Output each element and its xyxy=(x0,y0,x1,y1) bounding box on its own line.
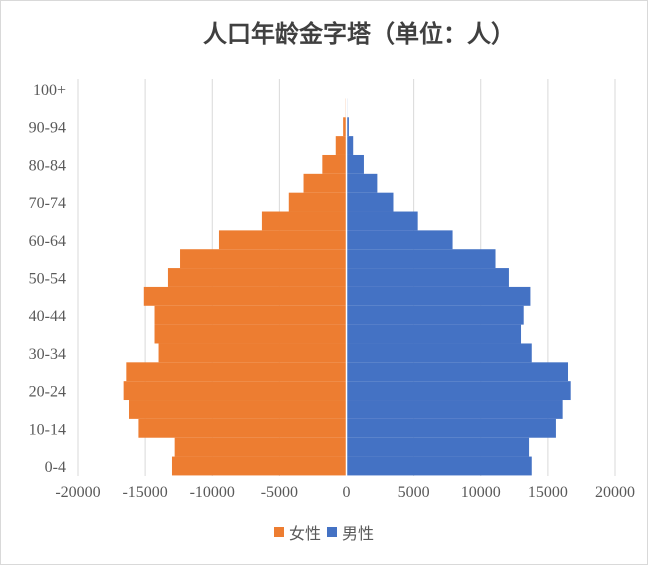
bar-female-55-59 xyxy=(180,249,347,269)
bar-female-60-64 xyxy=(218,230,347,250)
bars xyxy=(123,79,571,476)
x-tick-label-8: 20000 xyxy=(595,484,635,501)
y-tick-label-20-24: 20-24 xyxy=(29,384,66,401)
bar-female-10-14 xyxy=(138,418,347,438)
bar-female-5-9 xyxy=(174,437,347,457)
bar-male-65-69 xyxy=(346,211,418,231)
bar-female-15-19 xyxy=(129,400,347,419)
bar-male-10-14 xyxy=(346,418,556,438)
legend-label-female: 女性 xyxy=(288,524,321,543)
bar-male-25-29 xyxy=(346,362,569,382)
x-tick-label-2: -10000 xyxy=(190,484,235,501)
x-tick-labels: -20000 -15000 -10000 -5000 0 5000 10000 15000 20… xyxy=(55,484,635,501)
x-tick-label-3: -5000 xyxy=(261,484,298,501)
y-tick-labels: 0-4 10-14 20-24 30-34 40-44 50-54 60-64 70-74 80… xyxy=(29,82,66,476)
bar-female-90-94 xyxy=(343,117,347,137)
bar-male-85-89 xyxy=(346,136,354,155)
bar-male-90-94 xyxy=(346,117,349,137)
bar-female-85-89 xyxy=(335,136,347,155)
bar-female-30-34 xyxy=(158,343,347,363)
bar-female-45-49 xyxy=(143,286,347,306)
bar-male-80-84 xyxy=(346,154,364,174)
bar-female-70-74 xyxy=(288,192,347,212)
y-tick-label-90-94: 90-94 xyxy=(29,120,66,137)
bar-female-75-79 xyxy=(303,173,347,193)
y-tick-label-80-84: 80-84 xyxy=(29,157,66,174)
legend: 女性 男性 xyxy=(0,520,648,544)
chart-title: 人口年龄金字塔（单位：人） xyxy=(203,19,515,48)
bar-male-55-59 xyxy=(346,249,496,269)
bar-male-70-74 xyxy=(346,192,394,212)
y-tick-label-40-44: 40-44 xyxy=(29,308,66,325)
bar-female-40-44 xyxy=(154,305,347,325)
y-tick-label-70-74: 70-74 xyxy=(29,195,66,212)
y-tick-label-60-64: 60-64 xyxy=(29,233,66,250)
bar-male-30-34 xyxy=(346,343,532,363)
bar-female-20-24 xyxy=(123,381,347,401)
bar-male-40-44 xyxy=(346,305,524,325)
x-tick-label-6: 10000 xyxy=(461,484,501,501)
x-tick-label-1: -15000 xyxy=(122,484,167,501)
y-tick-label-50-54: 50-54 xyxy=(29,271,66,288)
x-tick-label-4: 0 xyxy=(343,484,351,501)
x-tick-label-5: 5000 xyxy=(398,484,430,501)
y-tick-label-30-34: 30-34 xyxy=(29,346,66,363)
y-tick-label-0-4: 0-4 xyxy=(45,459,66,476)
y-tick-label-10-14: 10-14 xyxy=(29,421,66,438)
x-tick-label-7: 15000 xyxy=(528,484,568,501)
legend-swatch-female xyxy=(273,527,284,537)
bar-male-35-39 xyxy=(346,324,522,344)
bar-female-65-69 xyxy=(261,211,347,231)
y-tick-label-100+: 100+ xyxy=(33,82,66,99)
bar-female-0-4 xyxy=(171,456,347,476)
legend-label-male: 男性 xyxy=(342,524,375,543)
bar-male-75-79 xyxy=(346,173,378,193)
bar-male-15-19 xyxy=(346,400,563,419)
bar-male-45-49 xyxy=(346,286,531,306)
bar-female-35-39 xyxy=(154,324,347,344)
x-tick-label-0: -20000 xyxy=(55,484,100,501)
bar-male-20-24 xyxy=(346,381,571,401)
bar-female-50-54 xyxy=(167,268,347,287)
bar-female-25-29 xyxy=(126,362,347,382)
bar-male-5-9 xyxy=(346,437,530,457)
legend-swatch-male xyxy=(327,527,337,537)
bar-male-60-64 xyxy=(346,230,453,250)
legend-item-male: 男性 xyxy=(327,520,374,544)
bar-female-80-84 xyxy=(322,154,347,174)
legend-item-female: 女性 xyxy=(273,520,321,544)
bar-male-50-54 xyxy=(346,268,509,287)
bar-male-0-4 xyxy=(346,456,532,476)
